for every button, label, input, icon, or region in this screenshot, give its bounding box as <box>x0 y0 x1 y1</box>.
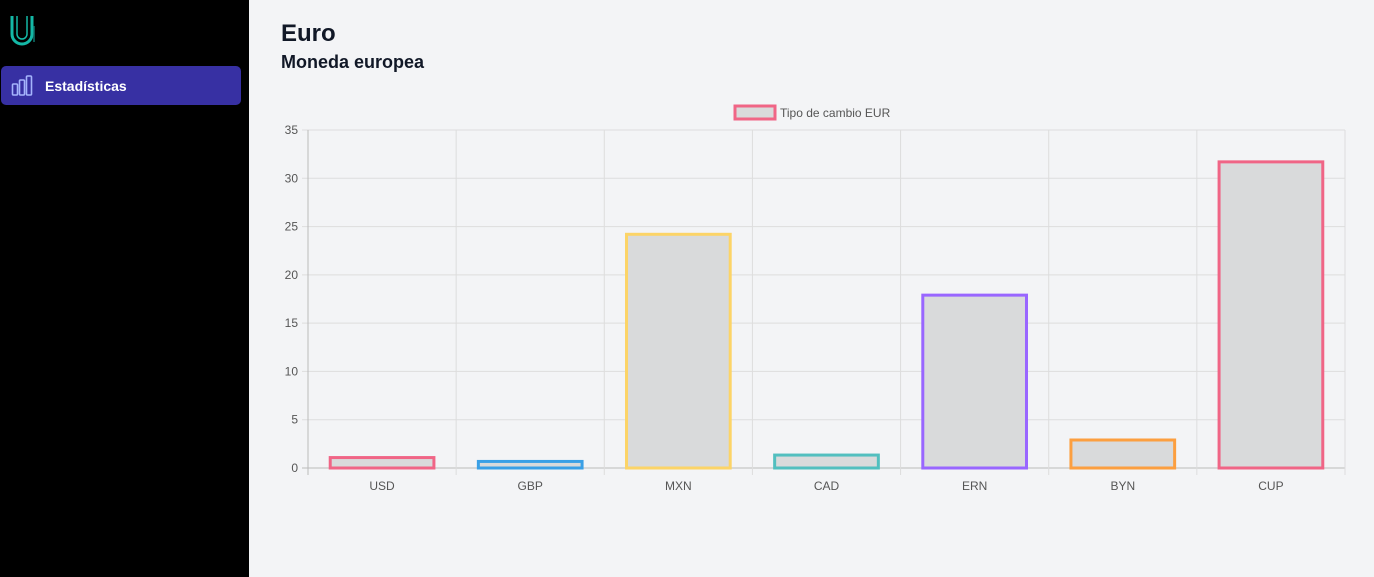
main-content: Euro Moneda europea 0 5 10 15 20 25 30 35 USD GBP… <box>249 0 1374 577</box>
sidebar-item-estadisticas[interactable]: Estadísticas <box>1 66 241 105</box>
y-tick-label: 5 <box>291 413 298 427</box>
bar-mxn[interactable] <box>625 232 732 470</box>
chart-bars <box>328 160 1325 470</box>
legend-label[interactable]: Tipo de cambio EUR <box>780 106 891 120</box>
x-tick-label: MXN <box>665 479 692 493</box>
bar-chart-icon <box>11 75 33 96</box>
sidebar-item-label: Estadísticas <box>45 78 127 94</box>
x-tick-label: BYN <box>1110 479 1135 493</box>
y-tick-label: 20 <box>285 268 299 282</box>
page-title: Euro <box>281 20 336 47</box>
legend-swatch[interactable] <box>733 104 777 121</box>
y-tick-label: 25 <box>285 220 299 234</box>
x-tick-label: CAD <box>814 479 840 493</box>
y-tick-label: 30 <box>285 171 299 185</box>
x-tick-label: USD <box>369 479 395 493</box>
bar-cup[interactable] <box>1217 160 1325 470</box>
bar-usd[interactable] <box>328 456 436 470</box>
x-tick-label: GBP <box>518 479 543 493</box>
y-tick-label: 10 <box>285 364 299 378</box>
chart-grid <box>302 129 1346 475</box>
sidebar: Estadísticas <box>0 0 249 577</box>
y-tick-label: 0 <box>291 461 298 475</box>
page-subtitle: Moneda europea <box>281 52 425 72</box>
bar-ern[interactable] <box>921 293 1028 470</box>
chart-legend[interactable]: Tipo de cambio EUR <box>733 104 891 121</box>
brand-logo-icon[interactable] <box>8 12 44 48</box>
bar-cad[interactable] <box>773 453 880 470</box>
exchange-rate-bar-chart: 0 5 10 15 20 25 30 35 USD GBP MXN CAD ERN BYN CUP Tipo… <box>285 104 1346 493</box>
bar-gbp[interactable] <box>476 459 584 470</box>
y-tick-label: 15 <box>285 316 299 330</box>
y-tick-label: 35 <box>285 123 299 137</box>
x-tick-label: CUP <box>1258 479 1283 493</box>
x-tick-label: ERN <box>962 479 987 493</box>
chart-axes: 0 5 10 15 20 25 30 35 USD GBP MXN CAD ERN BYN CUP <box>285 123 1284 493</box>
bar-byn[interactable] <box>1069 438 1177 470</box>
